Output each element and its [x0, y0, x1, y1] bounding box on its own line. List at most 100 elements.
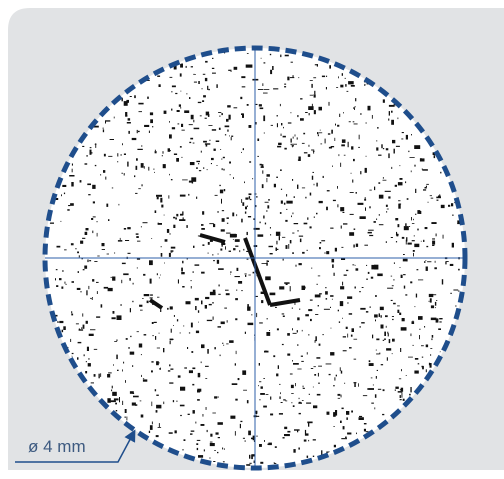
- particle: [92, 298, 93, 300]
- particle: [400, 348, 401, 352]
- particle: [173, 325, 174, 326]
- particle: [194, 128, 200, 130]
- particle: [430, 348, 432, 349]
- particle: [343, 223, 347, 224]
- particle: [247, 400, 249, 403]
- particle: [388, 196, 390, 198]
- particle: [138, 131, 140, 132]
- particle: [332, 299, 333, 300]
- particle: [177, 110, 180, 112]
- particle: [190, 162, 195, 165]
- particle: [87, 347, 89, 351]
- particle: [180, 146, 182, 148]
- particle: [422, 169, 428, 171]
- particle: [273, 88, 278, 89]
- particle: [70, 203, 74, 206]
- particle: [339, 321, 340, 323]
- particle: [273, 355, 275, 357]
- particle: [419, 329, 421, 330]
- particle: [222, 218, 225, 222]
- particle: [314, 366, 316, 367]
- particle: [191, 115, 194, 120]
- particle: [393, 280, 395, 281]
- particle: [340, 207, 344, 211]
- particle: [137, 268, 138, 269]
- particle: [136, 158, 138, 160]
- particle: [217, 260, 219, 264]
- particle: [307, 250, 308, 251]
- particle: [297, 344, 298, 346]
- particle: [142, 298, 143, 299]
- particle: [368, 388, 374, 390]
- particle: [263, 93, 268, 94]
- particle: [90, 329, 95, 330]
- particle: [346, 270, 348, 271]
- particle: [301, 356, 303, 357]
- particle: [270, 54, 271, 55]
- particle: [161, 246, 162, 247]
- particle: [401, 369, 402, 371]
- particle: [201, 88, 202, 89]
- particle: [418, 280, 423, 281]
- particle: [261, 164, 263, 166]
- particle: [266, 394, 269, 395]
- particle: [307, 217, 308, 219]
- particle: [155, 151, 157, 153]
- particle: [340, 85, 343, 88]
- particle: [197, 389, 201, 392]
- particle: [426, 246, 428, 247]
- particle: [180, 107, 181, 108]
- particle: [207, 169, 208, 170]
- particle: [415, 358, 418, 360]
- particle: [407, 198, 409, 200]
- particle: [365, 123, 367, 124]
- particle: [137, 130, 138, 133]
- particle: [291, 402, 292, 403]
- particle: [217, 211, 218, 213]
- particle: [158, 427, 162, 428]
- particle: [186, 66, 187, 68]
- particle: [242, 370, 246, 375]
- particle: [144, 294, 150, 296]
- particle: [281, 189, 282, 190]
- particle: [408, 357, 413, 358]
- particle: [82, 238, 85, 239]
- particle: [212, 58, 213, 59]
- particle: [335, 248, 337, 252]
- particle: [155, 150, 156, 151]
- particle: [189, 332, 190, 333]
- particle: [374, 314, 378, 317]
- particle: [212, 254, 213, 256]
- particle: [141, 375, 142, 377]
- particle: [192, 368, 195, 370]
- particle: [439, 194, 440, 195]
- particle: [193, 74, 195, 75]
- particle: [408, 243, 412, 245]
- particle: [265, 276, 271, 280]
- particle: [365, 197, 366, 199]
- particle: [139, 111, 143, 112]
- particle: [277, 146, 281, 148]
- particle: [225, 126, 230, 128]
- particle: [437, 200, 439, 201]
- particle: [125, 112, 127, 117]
- particle: [120, 304, 122, 305]
- particle: [349, 313, 352, 315]
- particle: [112, 317, 116, 319]
- particle: [318, 276, 320, 277]
- particle: [191, 323, 193, 328]
- particle: [431, 222, 436, 224]
- particle: [217, 452, 218, 453]
- particle: [384, 339, 386, 340]
- particle: [183, 326, 184, 327]
- particle: [313, 77, 316, 78]
- particle: [239, 250, 240, 252]
- particle: [171, 250, 174, 252]
- particle: [66, 284, 67, 285]
- particle: [276, 241, 277, 245]
- particle: [308, 334, 309, 335]
- particle: [132, 365, 133, 367]
- particle: [248, 216, 251, 217]
- particle: [209, 223, 214, 224]
- particle: [277, 115, 279, 116]
